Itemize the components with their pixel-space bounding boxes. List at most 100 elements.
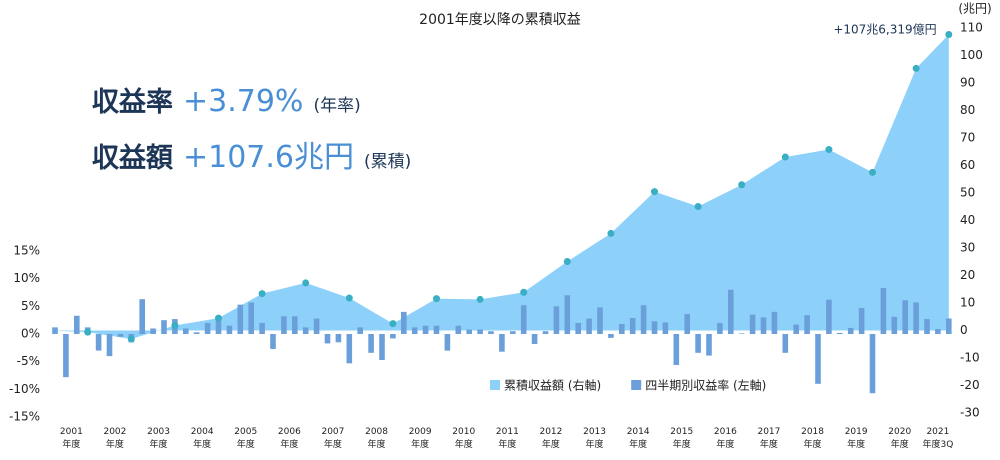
x-tick-label: 2013 年度 [583,427,606,450]
x-tick-label: 2008 年度 [365,427,388,450]
bar [193,332,200,334]
bar [215,320,222,334]
y2-tick-label: 0 [960,323,968,337]
bar [411,327,418,334]
bar [74,315,80,334]
x-tick-label: 2020 年度 [888,427,912,450]
bar [335,334,342,343]
bar [259,322,265,334]
bar [847,327,854,334]
y2-tick-label: 80 [960,103,975,117]
legend-label: 四半期別収益率 (左軸) [645,378,766,393]
area-marker [389,320,397,328]
bar [302,327,309,334]
bar [771,311,778,334]
bar [357,327,363,334]
bar [553,306,560,334]
y2-tick-label: 90 [960,76,975,90]
area-marker [694,202,702,210]
x-tick-label: 2021 年度3Q [922,427,954,450]
y-tick-label: 5% [21,299,40,313]
x-tick-label: 2007 年度 [321,427,345,450]
x-tick-label: 2009 年度 [408,427,432,450]
bar [684,314,690,334]
x-tick-label: 2002 年度 [103,427,127,450]
bar [869,334,876,394]
x-tick-label: 2004 年度 [190,427,214,450]
highlight-value: +3.79% [183,84,304,119]
bar [390,334,396,339]
x-tick-label: 2012 年度 [539,427,563,450]
bar [749,314,756,334]
y2-tick-label: -30 [960,406,980,420]
bar [891,316,898,334]
y2-tick-label: -20 [960,378,980,392]
y-tick-label: -5% [17,354,40,368]
bar [499,334,505,352]
x-tick-label: 2017 年度 [757,427,781,450]
area-marker [171,322,179,330]
x-tick-label: 2019 年度 [844,427,868,450]
bar [542,331,549,334]
x-tick-label: 2014 年度 [626,427,650,450]
bar [444,334,451,351]
bar [433,325,440,334]
x-tick-label: 2010 年度 [452,427,476,450]
bar [379,334,385,361]
y-tick-label: 0% [21,327,40,341]
bar [902,300,908,334]
highlight-label: 収益額 [92,143,173,174]
bar [837,332,843,334]
bar [804,315,810,334]
bar [531,334,538,344]
bar [935,329,941,334]
x-tick-label: 2006 年度 [277,427,301,450]
marker-layer [84,31,953,343]
bar [608,334,614,338]
y2-tick-label: 60 [960,158,975,172]
area [87,34,949,340]
area-marker [520,288,528,296]
bar [651,321,658,334]
y2-tick-label: 30 [960,241,975,255]
bar [619,324,625,334]
annotation: +107兆6,319億円 [833,23,936,37]
y-tick-label: 15% [13,244,40,258]
bar [913,302,919,334]
area-marker [563,257,571,265]
bar [924,319,930,334]
area-marker [84,328,92,336]
bar [597,307,603,334]
bar [95,334,102,351]
bar [946,318,952,334]
y-tick-label: 10% [13,271,40,285]
highlight-note: (累積) [364,152,412,172]
bar [673,334,680,365]
bar [117,334,124,337]
x-tick-label: 2003 年度 [147,427,170,450]
bar [815,334,821,384]
area-marker [738,181,746,189]
area-marker [945,31,953,39]
bar [270,334,276,349]
bar [52,327,58,334]
x-tick-label: 2001 年度 [59,427,83,450]
y2-tick-label: 10 [960,296,975,310]
bar [640,305,647,334]
x-tick-label: 2015 年度 [670,427,694,450]
area-marker [215,314,222,322]
bar [106,334,113,357]
bar [586,318,592,334]
legend-swatch [631,380,642,390]
bar [324,334,331,344]
bar [760,317,767,334]
area-marker [345,294,353,302]
bar [161,320,167,334]
bar [662,322,669,334]
area-marker [912,64,920,72]
bar [488,331,494,334]
bar [226,325,233,334]
bar [629,317,636,334]
bar [183,328,189,334]
